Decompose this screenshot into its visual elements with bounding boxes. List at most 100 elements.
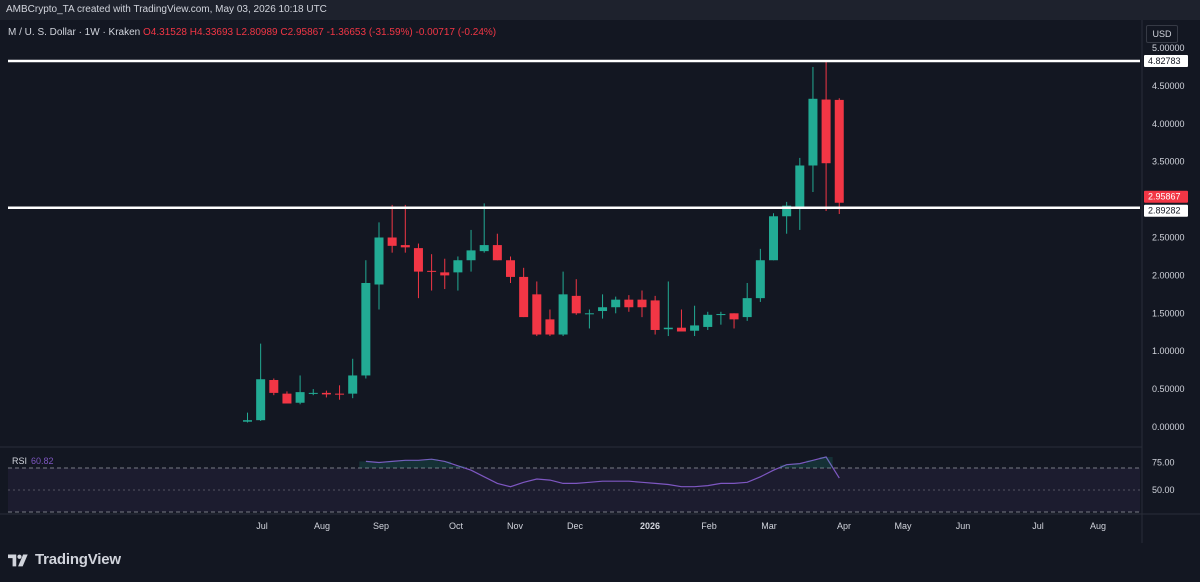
candle-body: [400, 245, 410, 248]
x-tick-label: Aug: [1090, 521, 1106, 531]
brand-name: TradingView: [35, 551, 121, 568]
rsi-overbought-fill: [425, 459, 439, 468]
legend-high: H4.33693: [189, 27, 234, 38]
candle-body: [269, 380, 279, 393]
candle-body: [624, 299, 634, 308]
candle-body: [361, 282, 371, 376]
candle-body: [637, 299, 647, 308]
rsi-overbought-fill: [372, 462, 386, 468]
x-tick-label: Jul: [256, 521, 268, 531]
candle-body: [295, 392, 305, 403]
rsi-overbought-fill: [451, 465, 465, 468]
y-tick-label: 4.00000: [1152, 119, 1185, 129]
x-tick-label: Jul: [1032, 521, 1044, 531]
candle-body: [729, 313, 739, 320]
candle-body: [519, 276, 529, 318]
price-label-box: [1144, 190, 1188, 203]
x-tick-label: May: [894, 521, 912, 531]
candle-body: [282, 393, 292, 404]
y-tick-label: 2.00000: [1152, 270, 1185, 280]
ohlc-legend: M / U. S. Dollar · 1W · Kraken O4.31528 …: [8, 27, 496, 38]
candle-body: [821, 99, 831, 164]
price-label-box: [1144, 55, 1188, 68]
rsi-overbought-fill: [398, 460, 412, 468]
candle-body: [663, 327, 673, 330]
x-tick-label: Aug: [314, 521, 330, 531]
candle-body: [440, 272, 450, 276]
y-tick-label: 5.00000: [1152, 43, 1185, 53]
candle-body: [387, 237, 397, 246]
chart-frame: [0, 20, 1200, 543]
rsi-overbought-fill: [806, 460, 820, 468]
price-label-text: 4.82783: [1148, 56, 1181, 66]
price-label-text: 2.89282: [1148, 206, 1181, 216]
candle-body: [598, 307, 608, 312]
legend-open: O4.31528: [143, 27, 187, 38]
candle-body: [479, 245, 489, 252]
x-tick-label: Apr: [837, 521, 851, 531]
y-tick-label: 1.00000: [1152, 346, 1185, 356]
candle-body: [492, 245, 502, 261]
candle-body: [256, 379, 266, 421]
candle-body: [466, 250, 476, 261]
candle-body: [755, 260, 765, 299]
candle-body: [558, 294, 568, 335]
candle-body: [427, 270, 437, 272]
rsi-overbought-fill: [819, 457, 833, 468]
candle-body: [453, 260, 463, 273]
price-label-text: 2.95867: [1148, 192, 1181, 202]
legend-change: -1.36653 (-31.59%): [326, 27, 413, 38]
candle-body: [571, 295, 581, 314]
rsi-overbought-fill: [359, 461, 373, 468]
rsi-y-tick-label: 50.00: [1152, 485, 1175, 495]
candle-body: [374, 237, 384, 285]
y-tick-label: 4.50000: [1152, 81, 1185, 91]
rsi-overbought-fill: [385, 461, 399, 468]
candle-body: [532, 294, 542, 335]
candle-body: [676, 327, 686, 332]
attribution-bar: AMBCrypto_TA created with TradingView.co…: [0, 0, 1200, 20]
rsi-y-tick-label: 75.00: [1152, 458, 1175, 468]
candle-body: [716, 314, 726, 316]
candle-body: [690, 325, 700, 331]
legend-volume-change: -0.00717 (-0.24%): [415, 27, 497, 38]
tradingview-logo-icon: [8, 554, 28, 566]
legend-close: C2.95867: [280, 27, 324, 38]
y-tick-label: 0.50000: [1152, 384, 1185, 394]
y-tick-label: 2.50000: [1152, 233, 1185, 243]
price-label-box: [1144, 204, 1188, 217]
currency-button[interactable]: USD: [1146, 25, 1178, 43]
y-tick-label: 0.00000: [1152, 422, 1185, 432]
y-tick-label: 1.50000: [1152, 308, 1185, 318]
candle-body: [795, 165, 805, 208]
tradingview-brand[interactable]: TradingView: [8, 551, 121, 568]
rsi-overbought-fill: [793, 463, 807, 468]
x-tick-label: Sep: [373, 521, 389, 531]
x-tick-label: Jun: [956, 521, 971, 531]
candle-body: [782, 205, 792, 217]
candle-body: [650, 300, 660, 330]
x-tick-label: Feb: [701, 521, 717, 531]
rsi-overbought-fill: [780, 464, 794, 468]
y-tick-label: 3.50000: [1152, 157, 1185, 167]
candle-body: [808, 98, 818, 166]
candle-body: [243, 420, 252, 422]
rsi-name-label: RSI: [12, 456, 27, 466]
rsi-value-label: 60.82: [31, 456, 54, 466]
x-tick-label: Mar: [761, 521, 777, 531]
candle-body: [611, 299, 621, 308]
legend-low: L2.80989: [235, 27, 278, 38]
candle-body: [413, 248, 423, 272]
attribution-text: AMBCrypto_TA created with TradingView.co…: [6, 4, 327, 15]
candle-body: [321, 392, 331, 395]
rsi-overbought-fill: [438, 461, 452, 468]
rsi-line: [365, 456, 840, 488]
rsi-overbought-fill: [411, 460, 426, 468]
candle-body: [834, 99, 844, 203]
candle-body: [506, 260, 515, 277]
candle-body: [335, 393, 345, 395]
candle-body: [584, 313, 594, 315]
footer: [0, 543, 1200, 582]
candle-body: [308, 392, 318, 394]
